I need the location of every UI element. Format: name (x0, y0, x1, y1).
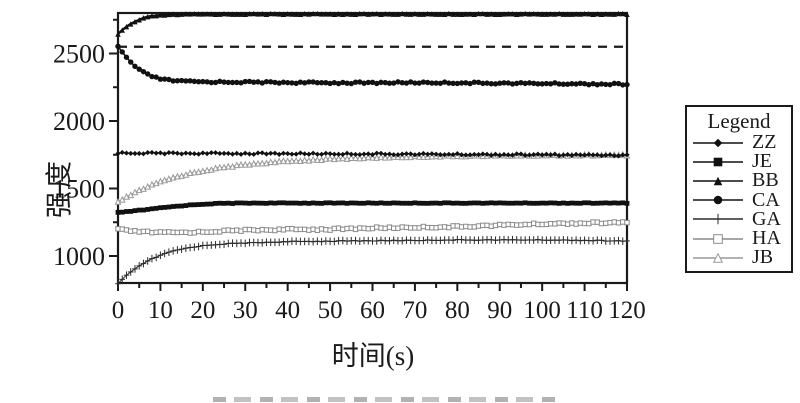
legend-item-JE: JE (692, 150, 786, 173)
legend-marker-open-triangle-icon (693, 252, 743, 263)
legend-label: ZZ (752, 131, 777, 154)
series-BB (115, 10, 630, 37)
legend-label: JB (752, 246, 774, 269)
axis-ticks: 0 10 20 30 40 50 60 70 80 90 100 110 120 1000 1500 2000… (53, 18, 646, 324)
legend-item-CA: CA (692, 188, 786, 211)
x-tick-label: 120 (608, 297, 646, 324)
legend-items: ZZ JE BB CA GA HA JB (692, 131, 786, 269)
x-tick-label: 10 (148, 297, 173, 324)
legend-label: BB (752, 169, 779, 192)
cropped-caption-artifact (213, 397, 557, 402)
legend-marker-open-square-icon (693, 233, 743, 244)
x-tick-label: 0 (112, 297, 125, 324)
legend-marker-plus-icon (693, 214, 743, 225)
x-tick-label: 80 (445, 297, 470, 324)
legend-marker-filled-square-icon (693, 157, 743, 167)
legend-marker-filled-triangle-icon (693, 176, 743, 186)
legend-label: HA (752, 227, 781, 250)
legend-marker-filled-circle-icon (693, 195, 743, 205)
x-tick-label: 90 (487, 297, 512, 324)
legend-item-JB: JB (692, 246, 786, 269)
series-GA (115, 235, 630, 288)
legend-item-ZZ: ZZ (692, 131, 786, 154)
series-JB (114, 150, 631, 205)
x-axis-title: 时间(s) (331, 341, 415, 371)
legend-box: Legend ZZ JE BB CA GA HA JB (685, 105, 793, 273)
y-tick-label: 1500 (53, 175, 105, 204)
y-tick-label: 2000 (53, 107, 105, 136)
series-HA (115, 219, 630, 236)
x-tick-label: 60 (360, 297, 385, 324)
y-axis-title: 强度 (44, 158, 75, 218)
series-ZZ (115, 149, 630, 159)
y-tick-label: 1000 (53, 242, 105, 271)
legend-title: Legend (707, 109, 771, 133)
series-CA (115, 43, 630, 88)
x-tick-label: 20 (190, 297, 215, 324)
x-tick-label: 50 (318, 297, 343, 324)
legend-label: JE (752, 150, 772, 173)
legend-item-GA: GA (692, 207, 786, 230)
legend-item-BB: BB (692, 169, 786, 192)
y-tick-label: 2500 (53, 40, 105, 69)
legend-label: CA (752, 188, 780, 211)
x-tick-label: 110 (566, 297, 603, 324)
x-tick-label: 40 (275, 297, 300, 324)
x-tick-label: 70 (402, 297, 427, 324)
series-JE (115, 200, 630, 215)
legend-item-HA: HA (692, 227, 786, 250)
x-tick-label: 100 (523, 297, 561, 324)
legend-label: GA (752, 207, 781, 230)
x-tick-label: 30 (233, 297, 258, 324)
legend-marker-filled-diamond-icon (693, 138, 743, 147)
